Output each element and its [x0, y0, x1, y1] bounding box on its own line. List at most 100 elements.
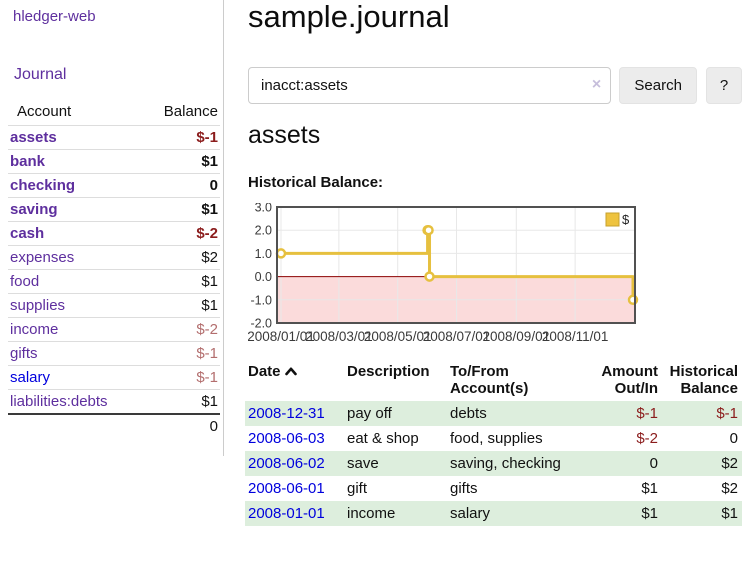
account-balance: $1 — [137, 269, 220, 294]
account-link-saving[interactable]: saving — [10, 201, 58, 218]
sidebar-item-journal[interactable]: Journal — [14, 66, 67, 83]
svg-text:2008/11/01: 2008/11/01 — [542, 329, 609, 344]
account-row-expenses: expenses $2 — [8, 245, 220, 270]
transaction-row: 2008-06-03 eat & shop food, supplies $-2… — [245, 426, 742, 451]
svg-text:0.0: 0.0 — [255, 270, 272, 284]
chart-title: Historical Balance: — [248, 174, 384, 191]
transaction-description: save — [347, 455, 379, 472]
register-table: Date Description To/From Account(s) Amou… — [245, 361, 742, 526]
account-row-food: food $1 — [8, 269, 220, 294]
date-column-header[interactable]: Date — [245, 361, 343, 401]
transaction-row: 2008-06-01 gift gifts $1 $2 — [245, 476, 742, 501]
account-link-liabilities-debts[interactable]: liabilities:debts — [10, 393, 108, 410]
svg-text:-2.0: -2.0 — [250, 317, 272, 331]
main-content: sample.journal × Search ? assets Histori… — [245, 0, 742, 582]
svg-text:$: $ — [622, 212, 630, 227]
transaction-row: 2008-01-01 income salary $1 $1 — [245, 501, 742, 526]
historical-balance-chart: $3.0 2.0 1.0 0.0 -1.0 -2.0 2008/01/01 2008/03/0… — [247, 201, 668, 351]
transaction-accounts: gifts — [450, 480, 478, 497]
amount-column-header: Amount Out/In — [601, 363, 658, 397]
transaction-date-link[interactable]: 2008-06-03 — [248, 430, 325, 447]
account-balance: $2 — [137, 245, 220, 270]
account-row-cash: cash $-2 — [8, 221, 220, 246]
svg-text:2008/03/01: 2008/03/01 — [305, 329, 373, 344]
svg-text:2008/01/01: 2008/01/01 — [248, 329, 315, 344]
account-link-food[interactable]: food — [10, 273, 40, 290]
accounts-table-header: Account Balance — [8, 100, 220, 126]
search-input[interactable] — [261, 77, 581, 94]
account-row-salary: salary $-1 — [8, 365, 220, 390]
transaction-amount: $1 — [641, 505, 658, 522]
accounts-total-row: 0 — [8, 413, 220, 438]
transaction-amount: 0 — [649, 455, 658, 472]
description-column-header: Description — [347, 363, 430, 380]
account-balance: $1 — [137, 149, 220, 174]
date-header-label: Date — [248, 363, 281, 380]
search-button[interactable]: Search — [619, 67, 698, 104]
svg-text:2008/07/01: 2008/07/01 — [423, 329, 491, 344]
balance-column-header: Balance — [137, 100, 220, 126]
search-bar: × Search ? — [248, 67, 742, 105]
svg-text:3.0: 3.0 — [255, 203, 272, 215]
account-row-bank: bank $1 — [8, 149, 220, 174]
account-balance: 0 — [137, 173, 220, 198]
transaction-accounts: debts — [450, 405, 487, 422]
transaction-description: eat & shop — [347, 430, 419, 447]
account-column-header: Account — [8, 100, 138, 126]
help-button[interactable]: ? — [706, 67, 742, 104]
transaction-balance: $2 — [721, 480, 738, 497]
account-link-gifts[interactable]: gifts — [10, 345, 38, 362]
accounts-column-header: To/From Account(s) — [450, 363, 529, 397]
transaction-date-link[interactable]: 2008-12-31 — [248, 405, 325, 422]
brand-link[interactable]: hledger-web — [13, 8, 96, 25]
account-link-bank[interactable]: bank — [10, 153, 46, 170]
transaction-date-link[interactable]: 2008-06-02 — [248, 455, 325, 472]
account-row-saving: saving $1 — [8, 197, 220, 222]
svg-text:2008/05/01: 2008/05/01 — [364, 329, 432, 344]
transaction-date-link[interactable]: 2008-06-01 — [248, 480, 325, 497]
sort-ascending-icon — [284, 363, 297, 380]
account-row-assets: assets $-1 — [8, 126, 220, 150]
account-link-income[interactable]: income — [10, 321, 59, 338]
account-link-cash[interactable]: cash — [10, 225, 45, 242]
search-box: × — [248, 67, 612, 104]
accounts-table: Account Balance assets $-1 bank $1 check… — [8, 100, 220, 438]
transaction-balance: 0 — [729, 430, 738, 447]
transaction-row: 2008-06-02 save saving, checking 0 $2 — [245, 451, 742, 476]
account-link-assets[interactable]: assets — [10, 129, 57, 146]
account-link-expenses[interactable]: expenses — [10, 249, 75, 266]
svg-text:2008/09/01: 2008/09/01 — [483, 329, 551, 344]
transaction-description: income — [347, 505, 396, 522]
account-row-checking: checking 0 — [8, 173, 220, 198]
sidebar-divider — [223, 0, 224, 456]
transaction-amount: $1 — [641, 480, 658, 497]
transaction-balance: $2 — [721, 455, 738, 472]
transaction-accounts: salary — [450, 505, 491, 522]
account-balance: $-1 — [196, 129, 218, 146]
account-link-supplies[interactable]: supplies — [10, 297, 66, 314]
svg-text:1.0: 1.0 — [255, 247, 272, 261]
account-link-salary[interactable]: salary — [10, 369, 51, 386]
account-link-checking[interactable]: checking — [10, 177, 76, 194]
svg-text:2.0: 2.0 — [255, 224, 272, 238]
clear-search-icon[interactable]: × — [591, 76, 602, 93]
account-row-gifts: gifts $-1 — [8, 341, 220, 366]
transaction-date-link[interactable]: 2008-01-01 — [248, 505, 325, 522]
account-balance: $-1 — [137, 365, 220, 390]
transaction-amount: $-1 — [636, 405, 658, 422]
accounts-total: 0 — [137, 413, 220, 438]
transaction-description: gift — [347, 480, 368, 497]
account-row-liabilities-debts: liabilities:debts $1 — [8, 389, 220, 414]
transaction-row: 2008-12-31 pay off debts $-1 $-1 — [245, 401, 742, 426]
account-row-income: income $-2 — [8, 317, 220, 342]
page-title: sample.journal — [248, 0, 450, 34]
account-balance: $-2 — [137, 317, 220, 342]
account-balance: $-1 — [137, 341, 220, 366]
register-header-row: Date Description To/From Account(s) Amou… — [245, 361, 742, 401]
transaction-description: pay off — [347, 405, 392, 422]
transaction-accounts: food, supplies — [450, 430, 543, 447]
transaction-balance: $1 — [721, 505, 738, 522]
transaction-amount: $-2 — [636, 430, 658, 447]
transaction-accounts: saving, checking — [450, 455, 561, 472]
